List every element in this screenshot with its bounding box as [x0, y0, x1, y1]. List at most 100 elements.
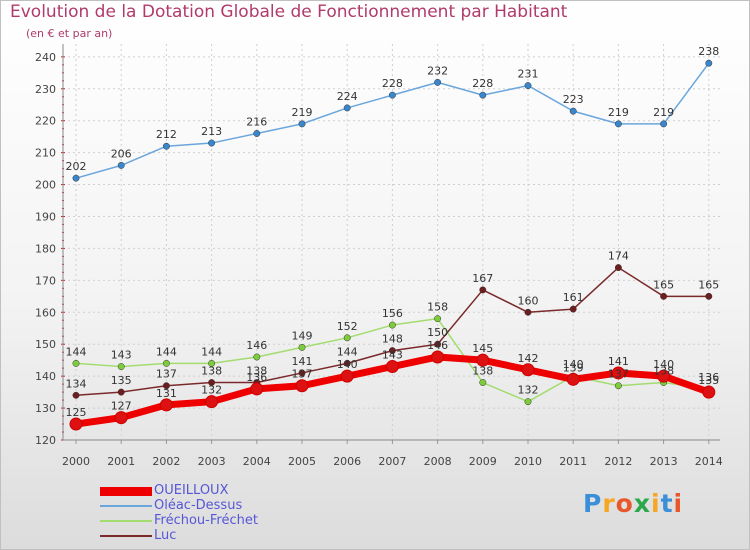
data-point-oleac-dessus: [705, 59, 713, 67]
data-point-oleac-dessus: [388, 91, 396, 99]
data-point-oleac-dessus: [253, 130, 261, 137]
data-point-luc: [524, 308, 532, 316]
data-label-frechou-frechet: 158: [427, 301, 448, 314]
logo-letter: x: [633, 489, 651, 518]
data-point-oleac-dessus: [343, 104, 351, 112]
data-label-frechou-frechet: 136: [698, 371, 719, 384]
data-point-oueilloux: [476, 353, 490, 367]
data-label-frechou-frechet: 144: [156, 345, 177, 358]
data-point-oueilloux: [431, 350, 445, 364]
data-label-frechou-frechet: 149: [292, 329, 313, 342]
x-tick-label: 2005: [288, 455, 316, 468]
data-point-oueilloux: [657, 369, 671, 383]
data-point-oleac-dessus: [117, 161, 125, 169]
data-point-oueilloux: [250, 382, 264, 396]
data-label-oleac-dessus: 232: [427, 64, 448, 77]
data-label-luc: 138: [201, 365, 222, 378]
data-label-oueilloux: 139: [563, 361, 584, 374]
data-point-frechou-frechet: [343, 334, 351, 342]
data-label-oueilloux: 127: [111, 400, 132, 413]
y-tick-label: 150: [35, 338, 56, 351]
data-point-oleac-dessus: [72, 174, 80, 182]
x-tick-label: 2012: [604, 455, 632, 468]
x-tick-label: 2009: [469, 455, 497, 468]
legend-label: Fréchou-Fréchet: [154, 513, 258, 528]
data-label-oleac-dessus: 223: [563, 93, 584, 106]
data-label-frechou-frechet: 144: [201, 345, 222, 358]
data-point-oueilloux: [702, 385, 716, 399]
data-point-oueilloux: [114, 411, 128, 425]
y-tick-label: 140: [35, 370, 56, 383]
x-tick-label: 2014: [695, 455, 723, 468]
y-tick-label: 230: [35, 83, 56, 96]
data-label-oleac-dessus: 228: [472, 77, 493, 90]
data-point-oleac-dessus: [298, 120, 306, 128]
data-label-oleac-dessus: 224: [337, 90, 358, 103]
data-point-oleac-dessus: [162, 142, 170, 150]
axes: 120 130 140 150 160 170 180 190 200 210 220 230 240 2…: [35, 44, 723, 468]
data-label-luc: 134: [66, 377, 87, 390]
data-point-frechou-frechet: [162, 359, 170, 367]
logo-letter: t: [660, 489, 674, 518]
legend-label: OUEILLOUX: [154, 483, 229, 498]
data-point-frechou-frechet: [72, 359, 80, 367]
data-label-luc: 165: [698, 278, 719, 291]
data-label-frechou-frechet: 132: [518, 384, 539, 397]
data-label-frechou-frechet: 138: [653, 365, 674, 378]
data-point-luc: [117, 388, 125, 396]
x-tick-label: 2008: [424, 455, 452, 468]
x-tick-label: 2006: [333, 455, 361, 468]
data-label-oueilloux: 131: [156, 387, 177, 400]
data-label-oueilloux: 146: [427, 339, 448, 352]
grid: [63, 44, 720, 440]
data-label-oueilloux: 125: [66, 406, 87, 419]
y-tick-label: 180: [35, 242, 56, 255]
y-tick-label: 190: [35, 210, 56, 223]
data-point-frechou-frechet: [434, 315, 442, 323]
data-point-frechou-frechet: [117, 363, 125, 371]
series-markers: [69, 59, 716, 431]
data-label-luc: 161: [563, 291, 584, 304]
data-point-oueilloux: [611, 366, 625, 380]
data-label-frechou-frechet: 146: [246, 339, 267, 352]
data-label-oleac-dessus: 202: [66, 160, 87, 173]
chart-subtitle: (en € et par an): [26, 27, 113, 40]
logo-letter: i: [673, 489, 684, 518]
data-label-oueilloux: 135: [698, 374, 719, 387]
data-label-frechou-frechet: 156: [382, 307, 403, 320]
data-label-oueilloux: 140: [337, 358, 358, 371]
logo-letter: i: [651, 489, 661, 518]
data-point-oleac-dessus: [614, 120, 622, 128]
data-label-oueilloux: 145: [472, 342, 493, 355]
data-label-oleac-dessus: 212: [156, 128, 177, 141]
data-label-luc: 148: [382, 333, 403, 346]
data-label-frechou-frechet: 144: [66, 345, 87, 358]
data-label-oueilloux: 140: [653, 358, 674, 371]
legend-swatch: [100, 520, 152, 522]
chart-title: Evolution de la Dotation Globale de Fonc…: [10, 2, 568, 22]
data-point-luc: [614, 264, 622, 272]
y-tick-label: 200: [35, 179, 56, 192]
data-label-oueilloux: 142: [518, 352, 539, 365]
data-label-oleac-dessus: 238: [698, 45, 719, 58]
proxiti-logo: Proxiti: [583, 489, 683, 518]
data-point-frechou-frechet: [253, 353, 261, 361]
y-tick-label: 210: [35, 147, 56, 160]
data-point-luc: [434, 340, 442, 348]
data-label-oleac-dessus: 206: [111, 147, 132, 160]
data-point-oueilloux: [159, 398, 173, 412]
legend-label: Oléac-Dessus: [154, 498, 243, 513]
data-point-oleac-dessus: [479, 91, 487, 99]
data-label-oleac-dessus: 219: [653, 106, 674, 119]
data-label-frechou-frechet: 143: [111, 349, 132, 362]
logo-letter: P: [583, 489, 603, 518]
y-tick-label: 130: [35, 402, 56, 415]
data-point-luc: [343, 359, 351, 367]
data-label-luc: 141: [292, 355, 313, 368]
data-label-luc: 150: [427, 326, 448, 339]
data-label-oueilloux: 137: [292, 368, 313, 381]
data-point-luc: [479, 286, 487, 294]
data-point-frechou-frechet: [298, 343, 306, 351]
data-point-luc: [388, 347, 396, 355]
x-tick-label: 2013: [650, 455, 678, 468]
